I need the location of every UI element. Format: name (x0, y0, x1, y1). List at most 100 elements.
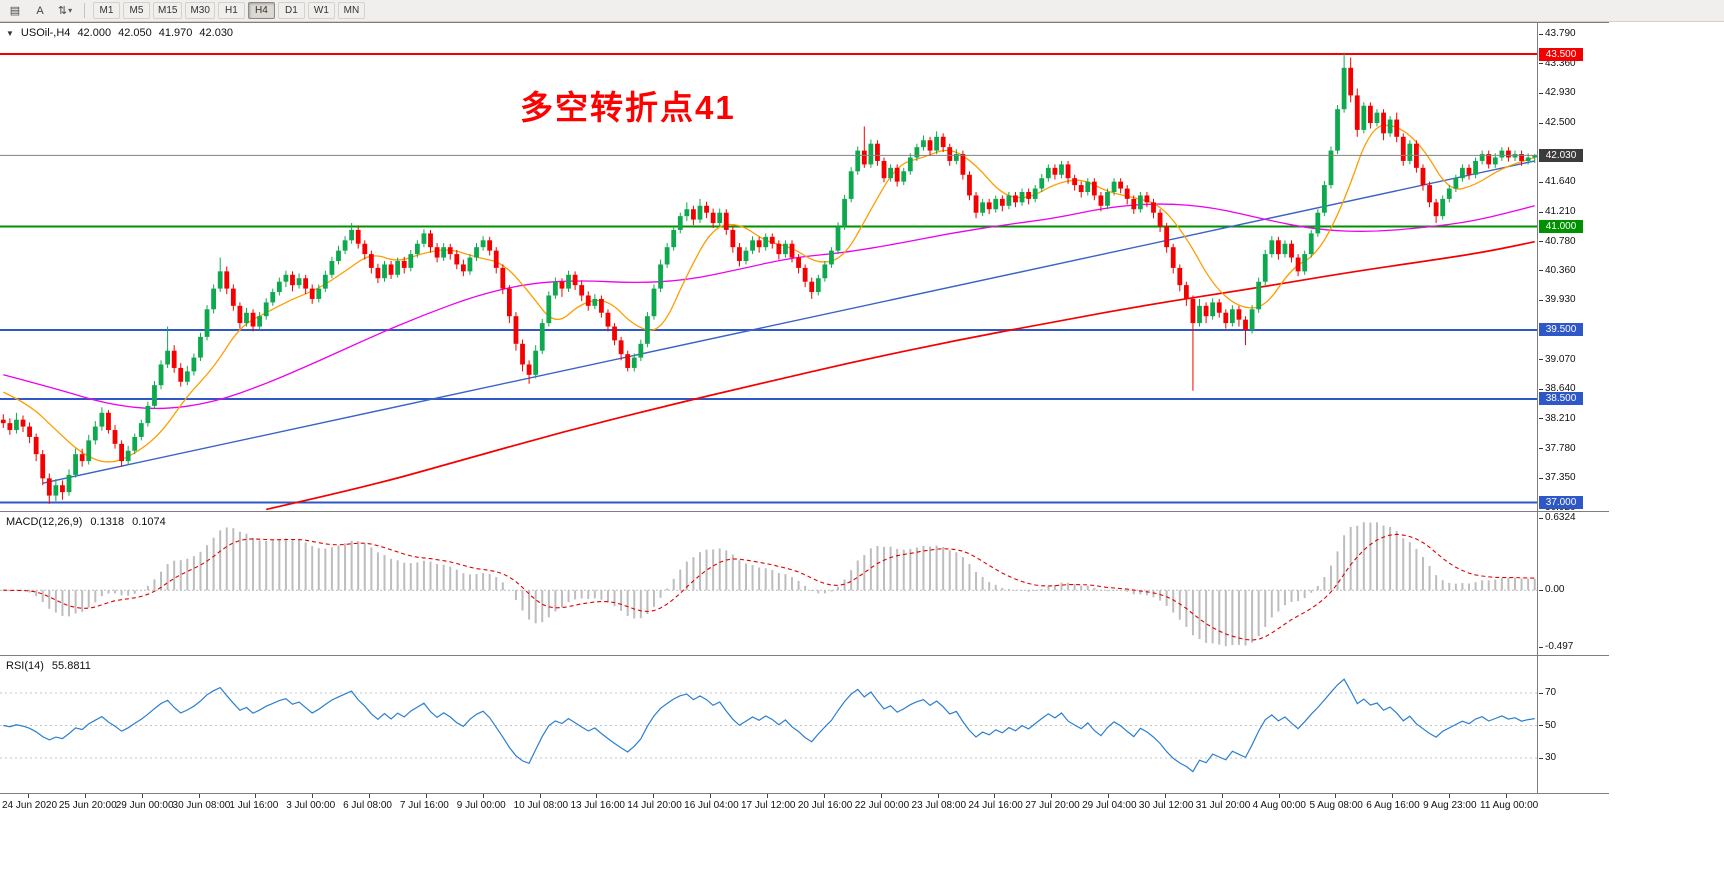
price-tick-label: 37.350 (1545, 472, 1576, 484)
time-label: 24 Jul 16:00 (968, 800, 1023, 811)
time-tick (141, 794, 143, 798)
time-tick (823, 794, 825, 798)
time-label: 11 Aug 00:00 (1480, 800, 1539, 811)
annotate-text-button[interactable]: A (36, 4, 44, 17)
time-label: 22 Jul 00:00 (854, 800, 910, 811)
price-tick-dash (1539, 388, 1543, 390)
panel-separator-macd[interactable] (0, 511, 1609, 512)
time-label: 16 Jul 04:00 (684, 800, 739, 811)
price-tick-label: 42.500 (1545, 117, 1576, 128)
price-tag-41.000: 41.000 (1539, 219, 1583, 233)
time-tick (312, 794, 314, 798)
time-tick (1335, 794, 1337, 798)
timeframe-button-h1[interactable]: H1 (217, 2, 245, 19)
time-tick (255, 794, 257, 798)
price-scale[interactable]: 43.790 43.360 42.930 42.500 41.640 41.210 40.7… (1539, 23, 1609, 511)
timeframe-button-w1[interactable]: W1 (307, 2, 335, 19)
macd-label: MACD(12,26,9) 0.1318 0.1074 (6, 516, 166, 528)
price-tag-37.000: 37.000 (1539, 495, 1583, 509)
time-label: 1 Jul 16:00 (229, 800, 279, 811)
timeframe-button-m15[interactable]: M15 (153, 2, 183, 19)
time-label: 29 Jul 04:00 (1082, 800, 1137, 811)
timeframe-button-d1[interactable]: D1 (277, 2, 305, 19)
time-label: 3 Jul 00:00 (286, 800, 336, 811)
time-tick (1506, 794, 1507, 798)
time-label: 6 Aug 16:00 (1366, 800, 1420, 811)
timeframe-button-mn[interactable]: MN (337, 2, 365, 19)
price-tick-dash (1539, 477, 1543, 479)
ohlc-high: 42.050 (118, 27, 152, 39)
time-tick (84, 794, 86, 798)
chart-window-icon[interactable]: ▤ (9, 5, 21, 17)
toolbar: ▤ A ⇅ ▾ M1 M5 M15 M30 H1 H4 D1 W1 MN (0, 0, 1724, 22)
time-label: 5 Aug 08:00 (1309, 800, 1363, 811)
time-tick (1449, 794, 1451, 798)
price-tick-label: 38.640 (1545, 383, 1576, 395)
time-tick (369, 794, 371, 798)
timeframe-button-m1[interactable]: M1 (93, 2, 120, 19)
macd-panel: 0.6324 0.00 -0.497 MACD(12,26,9) 0.1318 0.… (0, 512, 1609, 655)
macd-scale[interactable]: 0.6324 0.00 -0.497 (1539, 512, 1609, 655)
price-tick-dash (1539, 418, 1543, 420)
rsi-plot[interactable] (0, 656, 1538, 793)
macd-tick-dash (1539, 517, 1543, 519)
price-tick-label: 38.210 (1545, 412, 1576, 424)
price-tick-dash (1539, 63, 1543, 65)
time-tick (1221, 794, 1223, 798)
panel-border-top (0, 22, 1609, 23)
time-tick (425, 794, 427, 798)
macd-tick-dash (1539, 589, 1543, 591)
price-tick-dash (1539, 181, 1543, 183)
price-tick-label: 39.070 (1545, 353, 1576, 365)
time-tick (767, 794, 768, 798)
time-tick (653, 794, 655, 798)
time-label: 9 Jul 00:00 (456, 800, 506, 811)
main-chart-plot[interactable] (0, 23, 1538, 511)
time-label: 20 Jul 16:00 (797, 800, 853, 811)
price-tick-dash (1539, 122, 1543, 124)
time-label: 24 Jun 2020 (2, 800, 58, 811)
price-tick-dash (1539, 211, 1543, 213)
time-label: 25 Jun 20:00 (58, 800, 117, 811)
price-tick-label: 43.360 (1545, 57, 1576, 69)
rsi-name: RSI(14) (6, 660, 44, 672)
timeframe-button-m30[interactable]: M30 (185, 2, 215, 19)
ohlc-low: 41.970 (158, 27, 193, 39)
price-tick-dash (1539, 270, 1543, 272)
cycle-arrows-icon: ⇅ (57, 5, 68, 17)
rsi-tick-dash (1539, 757, 1543, 759)
symbol-name: USOil-,H4 (20, 27, 71, 39)
price-tick-label: 37.780 (1545, 442, 1576, 454)
time-tick (1164, 794, 1166, 798)
price-tick-label: 43.790 (1545, 28, 1576, 39)
panel-border-bottom (0, 793, 1609, 794)
macd-name: MACD(12,26,9) (6, 516, 83, 528)
time-tick (1051, 794, 1053, 798)
time-axis[interactable]: 24 Jun 2020 25 Jun 20:00 29 Jun 00:00 30 Ju… (0, 794, 1609, 816)
time-label: 4 Aug 00:00 (1252, 800, 1306, 811)
chart-annotation-text[interactable]: 多空转折点41 (520, 89, 736, 126)
price-tick-dash (1539, 33, 1543, 35)
macd-scale-label: -0.497 (1545, 641, 1574, 652)
main-chart-panel: 43.790 43.360 42.930 42.500 41.640 41.210 40.7… (0, 23, 1609, 511)
collapse-arrow-icon[interactable]: ▼ (6, 28, 14, 38)
macd-scale-label: 0.00 (1545, 584, 1565, 596)
rsi-scale[interactable]: 70 50 30 (1539, 656, 1609, 793)
price-tag-38.500: 38.500 (1539, 392, 1583, 406)
price-tick-dash (1539, 299, 1543, 301)
rsi-tick-dash (1539, 692, 1543, 694)
time-tick (198, 794, 200, 798)
timeframe-button-m5[interactable]: M5 (123, 2, 150, 19)
rsi-value: 55.8811 (51, 660, 91, 672)
time-tick (994, 794, 996, 798)
price-tick-label: 41.640 (1545, 176, 1576, 188)
price-tick-label: 42.930 (1545, 87, 1576, 99)
timeframe-button-h4[interactable]: H4 (247, 2, 275, 19)
panel-separator-rsi[interactable] (0, 655, 1609, 656)
price-tick-dash (1539, 241, 1543, 243)
time-tick (1108, 794, 1110, 798)
scroll-shift-icon[interactable]: ⇅ ▾ (54, 2, 76, 20)
price-tick-dash (1539, 448, 1543, 450)
price-tag-42.030: 42.030 (1539, 148, 1583, 162)
macd-plot[interactable] (0, 512, 1538, 655)
